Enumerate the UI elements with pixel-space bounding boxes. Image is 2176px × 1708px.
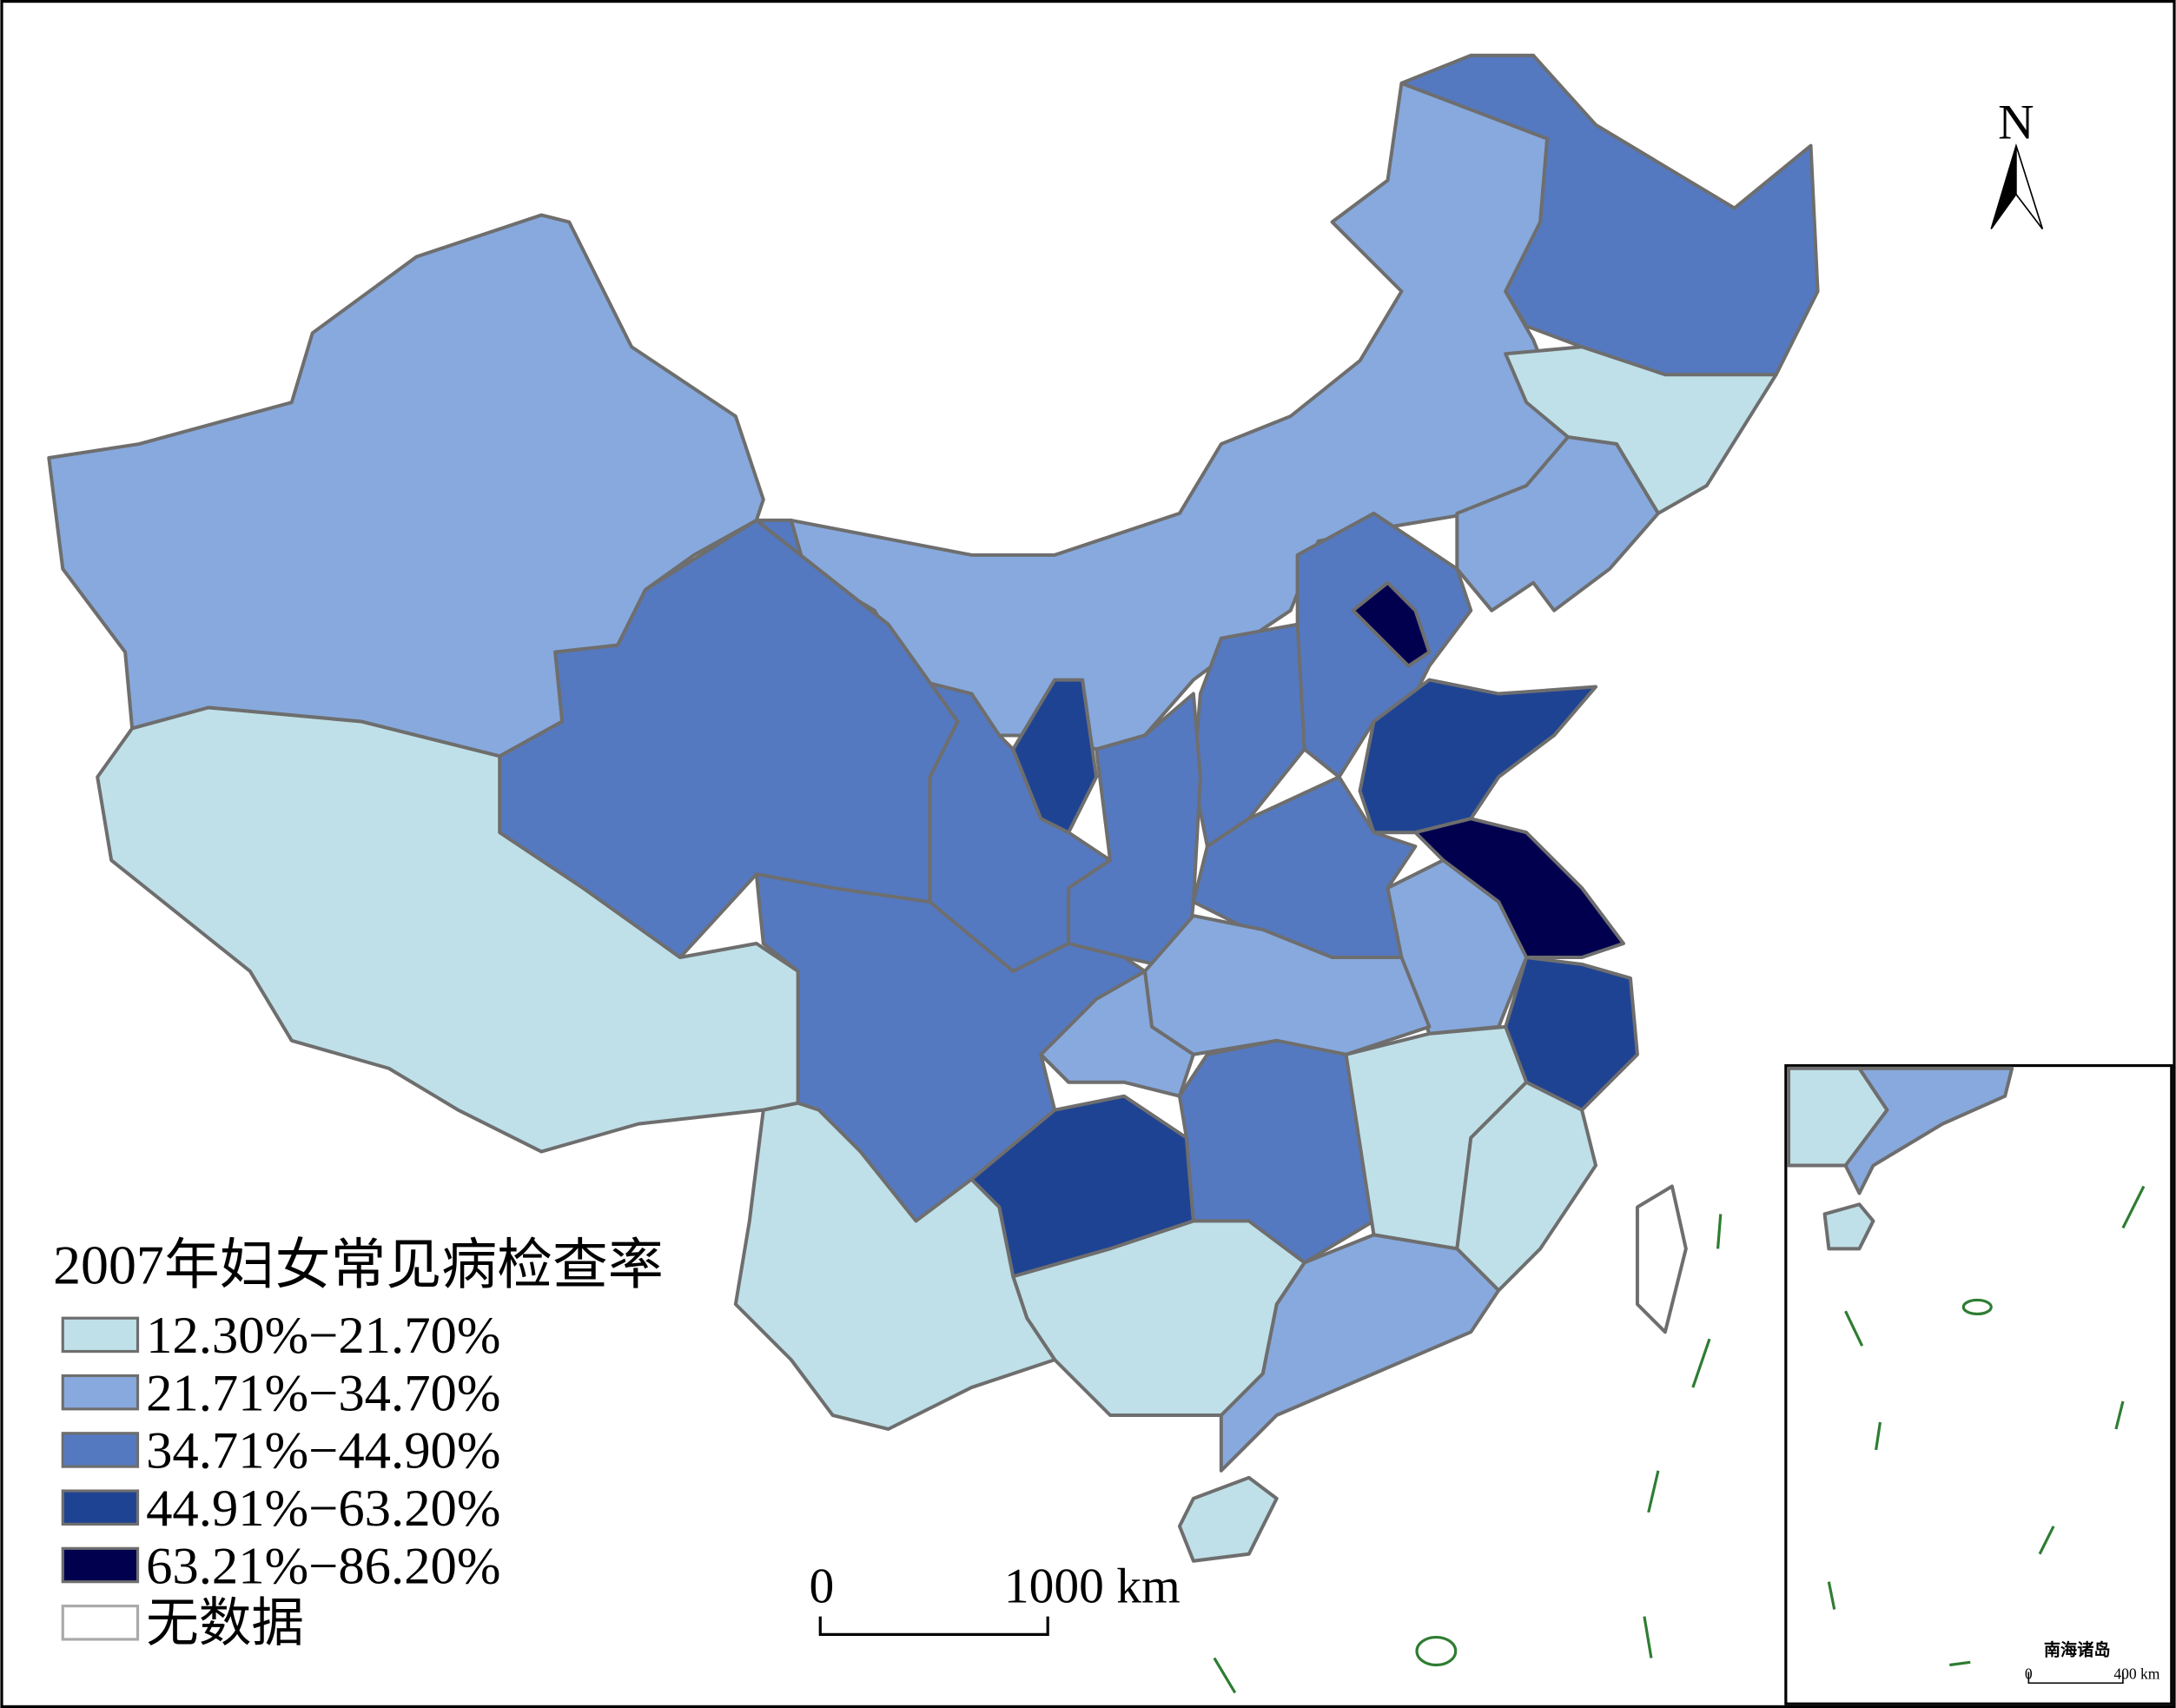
scale-label: 1000 km <box>1004 1559 1181 1614</box>
north-arrow-half <box>2015 145 2044 230</box>
north-label: N <box>1998 96 2034 150</box>
legend-swatch <box>61 1374 140 1411</box>
province <box>1504 345 1778 515</box>
legend: 12.30%−21.70%21.71%−34.70%34.71%−44.90%4… <box>61 1307 500 1653</box>
province <box>1011 678 1099 835</box>
inset-scale-label: 400 km <box>2113 1665 2159 1682</box>
legend-swatch <box>61 1432 140 1468</box>
inset-scale-bar <box>2027 1672 2124 1685</box>
island-dashes <box>1213 1214 1723 1694</box>
province <box>1351 580 1432 668</box>
province <box>1358 678 1598 835</box>
scale-label: 0 <box>809 1559 834 1614</box>
legend-label: 无数据 <box>146 1595 304 1653</box>
legend-label: 63.21%−86.20% <box>146 1537 500 1595</box>
legend-label: 21.71%−34.70% <box>146 1364 500 1422</box>
legend-label: 34.71%−44.90% <box>146 1422 500 1480</box>
legend-title: 2007年妇女常见病检查率 <box>53 1234 664 1295</box>
legend-swatch <box>61 1546 140 1584</box>
scale-bar <box>818 1616 1049 1636</box>
province <box>1635 1184 1688 1334</box>
boundary-dash <box>1213 1214 1723 1694</box>
provinces <box>47 53 1820 1563</box>
province <box>1822 1202 1875 1251</box>
province <box>1177 1038 1376 1265</box>
legend-swatch <box>61 1489 140 1526</box>
inset: 南海诸岛 0 400 km <box>1784 1063 2173 1705</box>
province <box>1455 435 1660 612</box>
legend-label: 44.91%−63.20% <box>146 1480 500 1538</box>
inset-frame <box>1784 1063 2173 1705</box>
boundary-dash <box>1827 1185 2146 1667</box>
legend-label: 12.30%−21.70% <box>146 1307 500 1365</box>
island <box>1961 1298 1993 1316</box>
province <box>1843 1066 2014 1195</box>
legend-swatch <box>61 1316 140 1354</box>
island <box>1415 1635 1458 1667</box>
province <box>1177 1475 1279 1563</box>
province <box>733 1101 1057 1431</box>
inset-scale-label: 0 <box>2025 1665 2033 1682</box>
legend-swatch <box>61 1605 140 1641</box>
province <box>498 518 960 959</box>
inset-title: 南海诸岛 <box>2044 1639 2111 1659</box>
